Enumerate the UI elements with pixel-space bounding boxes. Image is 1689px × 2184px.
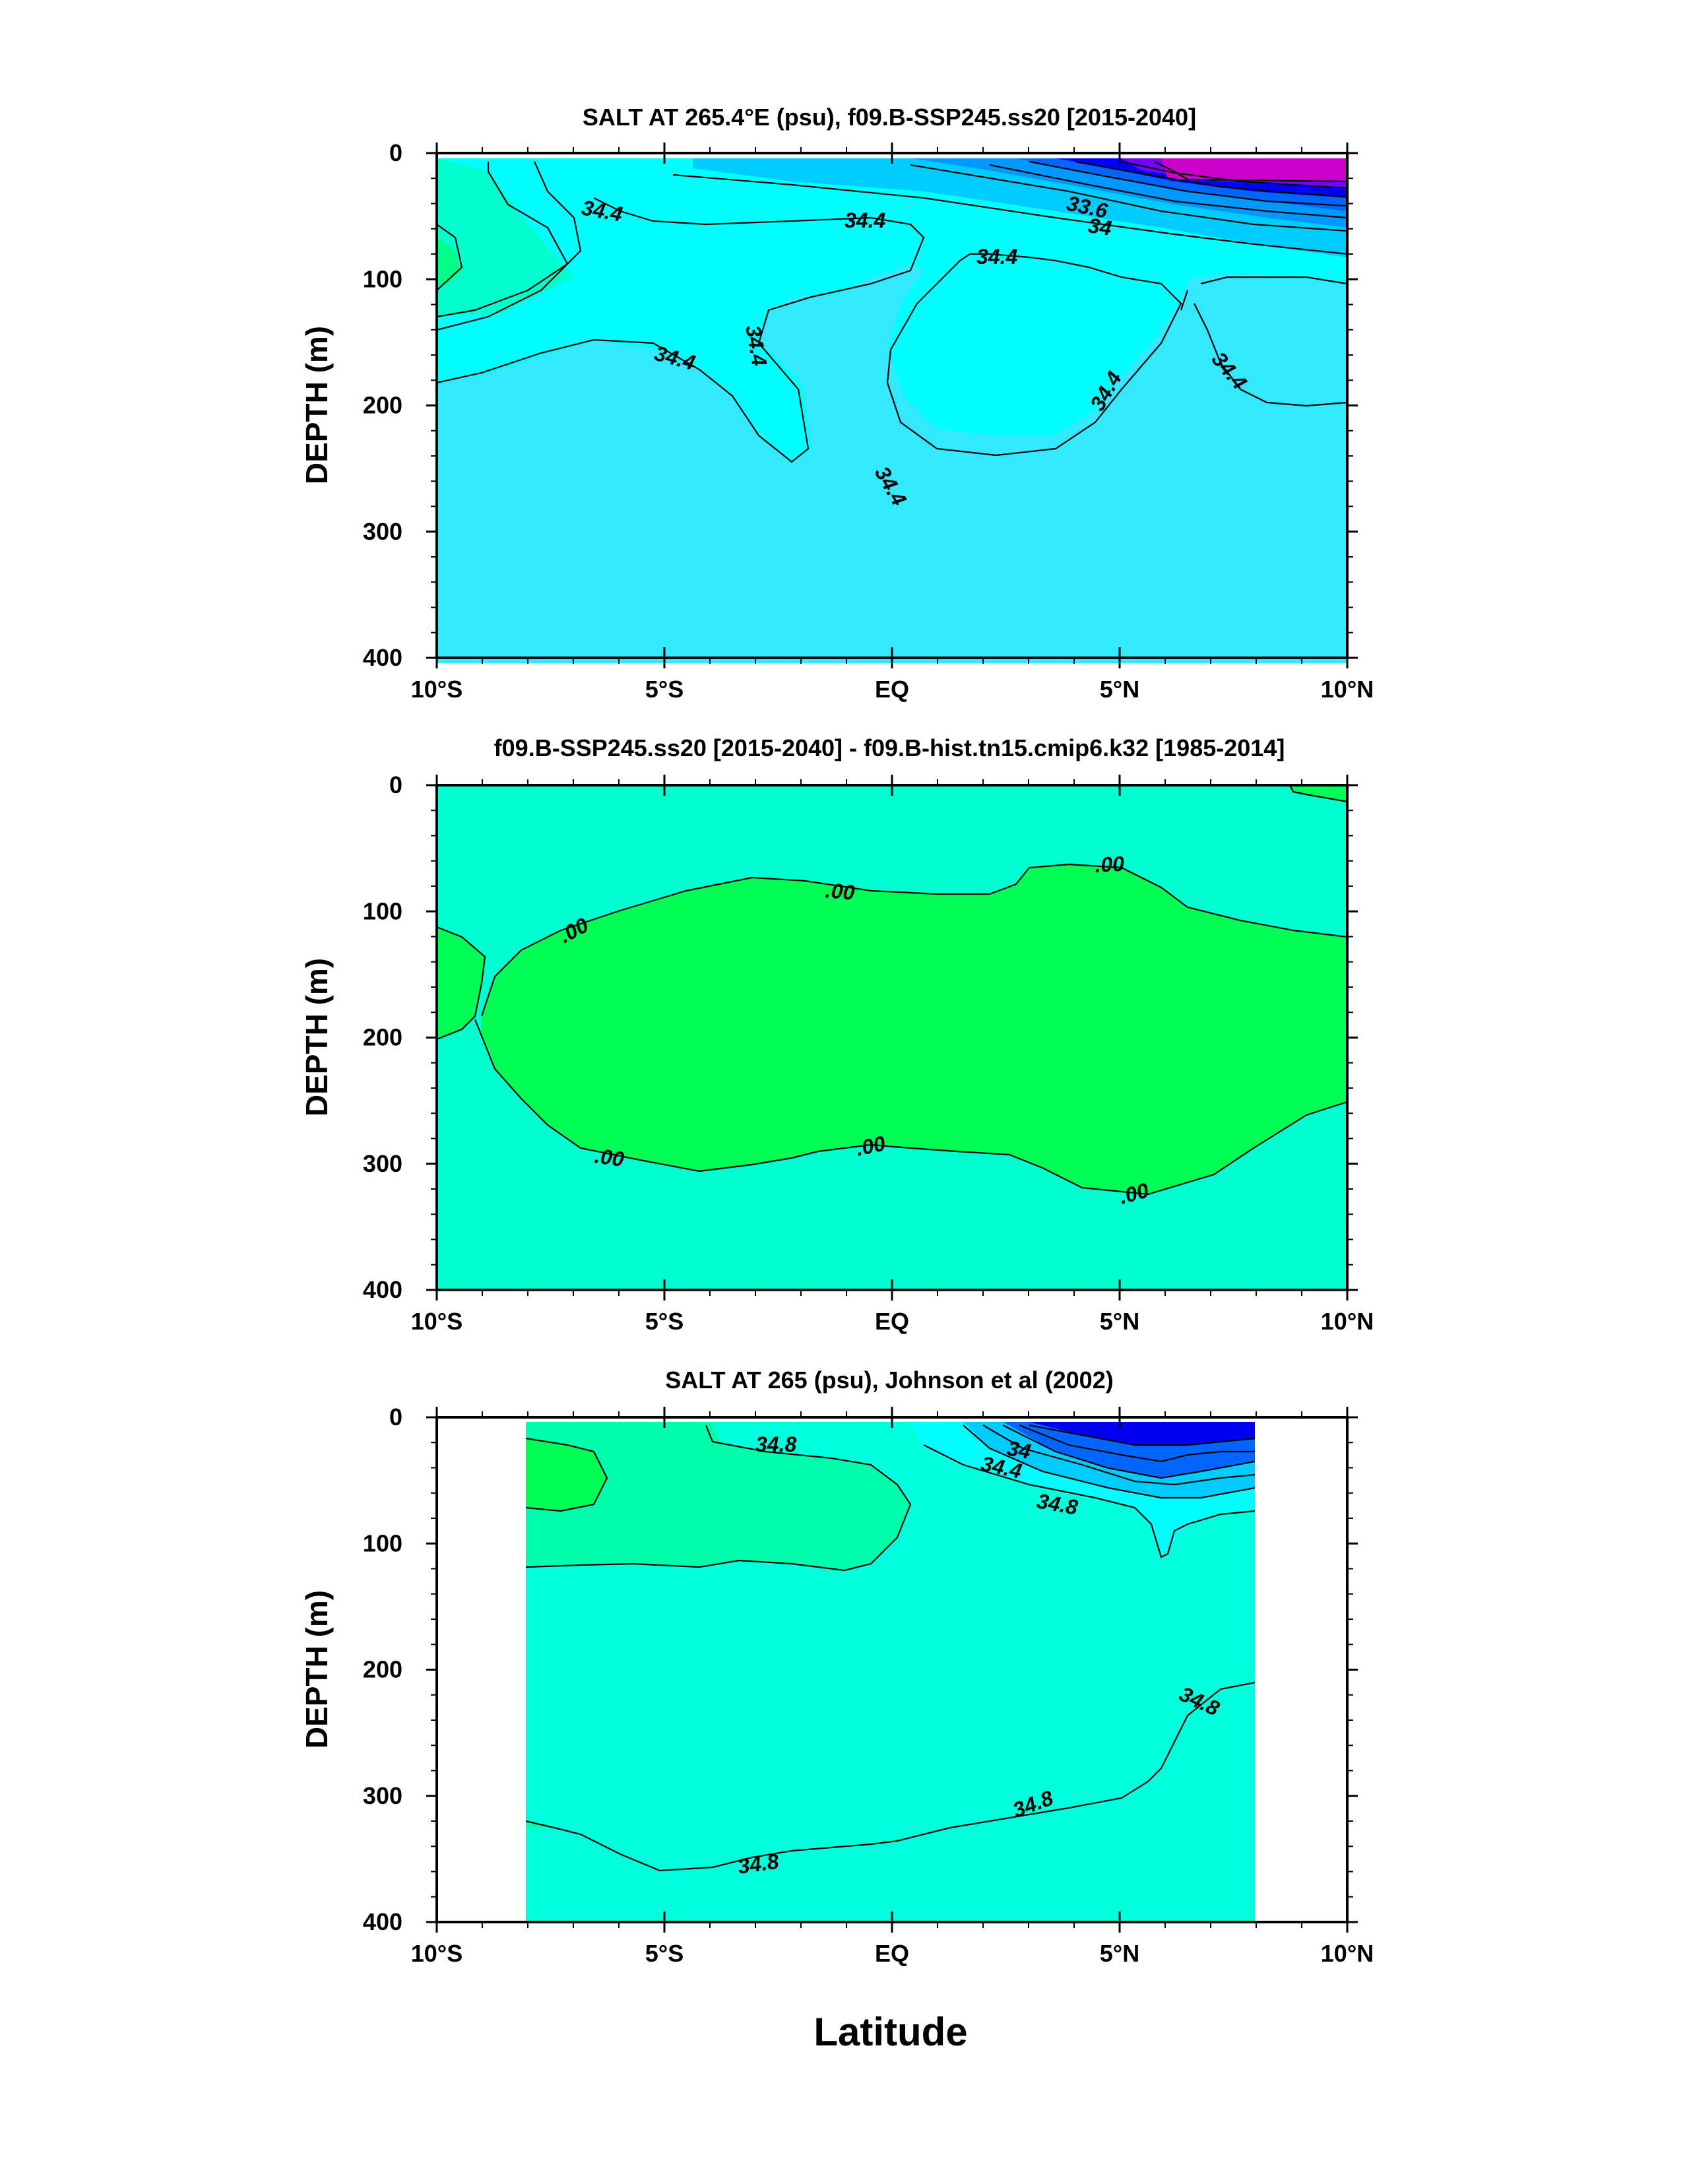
panel-2-y-axis-label: DEPTH (m) (300, 958, 334, 1116)
panel-1-title: SALT AT 265.4°E (psu), f09.B-SSP245.ss20… (583, 104, 1196, 131)
panel-1-contour-line (1075, 160, 1347, 198)
panel-3-contour-line (982, 1425, 1255, 1486)
panel-1-contour-label: 34.4 (844, 209, 885, 232)
panel-2-plot-area (437, 785, 1347, 1290)
x-tick-label: EQ (875, 1308, 909, 1335)
y-tick-label: 300 (363, 1150, 402, 1177)
panel-1-fill-left-tongue (437, 158, 574, 317)
panel-3-contour-line (1029, 1424, 1255, 1446)
panel-3-y-axis-label: DEPTH (m) (300, 1590, 334, 1749)
x-tick-label: 5°S (645, 1308, 684, 1335)
panel-1-contour-line (886, 253, 1182, 457)
panel-1-y-axis-label: DEPTH (m) (300, 326, 334, 484)
x-tick-label: EQ (875, 1940, 909, 1967)
y-tick-label: 200 (363, 392, 402, 419)
panel-1-contour-line (437, 197, 925, 463)
panel-1-contour-line (989, 164, 1347, 219)
panel-2-title: f09.B-SSP245.ss20 [2015-2040] - f09.B-hi… (494, 734, 1285, 761)
x-tick-label: 5°N (1100, 1308, 1139, 1335)
panel-2-contour-line (480, 863, 1347, 1017)
panel-1-contour-line (437, 161, 582, 331)
panel-1-contour-line (1194, 303, 1347, 407)
panel-1-plot-area (437, 158, 1347, 663)
panel-3-fill-upper-saline (526, 1422, 910, 1570)
y-tick-label: 100 (363, 1529, 402, 1557)
panel-2-contour-label: .00 (1094, 852, 1125, 877)
x-tick-label: 10°N (1321, 1940, 1374, 1967)
y-tick-label: 0 (389, 139, 402, 166)
x-tick-label: 10°N (1321, 676, 1374, 703)
x-tick-label: 5°S (645, 1940, 684, 1967)
panel-1-contour-line (1121, 160, 1347, 189)
panel-3-contour-label: 34.8 (755, 1432, 796, 1456)
y-tick-label: 100 (363, 265, 402, 292)
x-tick-label: 10°N (1321, 1308, 1374, 1335)
panel-2-contour-label: .00 (593, 1143, 625, 1171)
panel-2-fill-positive-region (482, 864, 1347, 1194)
panel-3-axes: 10°S 5°S EQ 5°N 10°N 0 100 200 300 400 (363, 1403, 1374, 1967)
panel-2-contour-label: .00 (824, 878, 856, 905)
panel-2: f09.B-SSP245.ss20 [2015-2040] - f09.B-hi… (300, 734, 1374, 1335)
panel-1-contour-line (437, 224, 463, 291)
panel-1-contour-line (1200, 276, 1347, 285)
panel-3-contour-line (923, 1444, 1255, 1558)
x-tick-label: 5°S (645, 676, 684, 703)
panel-3-fill-fresh-4 (1029, 1422, 1255, 1445)
panel-3-title: SALT AT 265 (psu), Johnson et al (2002) (665, 1366, 1113, 1394)
x-tick-label: 5°N (1100, 1940, 1139, 1967)
panel-3-fill-upper-core (526, 1438, 607, 1511)
panel-3-contour-line (963, 1425, 1255, 1499)
panel-3-contour-line (1019, 1424, 1255, 1463)
panel-2-contour-line (474, 1019, 1347, 1196)
y-tick-label: 400 (363, 1908, 402, 1935)
x-tick-label: 10°S (411, 1308, 462, 1335)
y-tick-label: 0 (389, 771, 402, 798)
panel-1-fill-shallow (437, 158, 1347, 462)
panel-1-contour-line (437, 162, 569, 318)
panel-1-contour-line (672, 174, 1347, 255)
panel-1-contour-label: 34 (1087, 213, 1113, 240)
y-tick-label: 200 (363, 1656, 402, 1683)
panel-1-contour-line (1029, 160, 1347, 207)
panel-3-contour-line (526, 1437, 608, 1512)
panel-2-fill-left-patch (437, 927, 485, 1039)
panel-2-fill-top-right-patch (1290, 785, 1347, 802)
panel-2-axes: 10°S 5°S EQ 5°N 10°N 0 100 200 300 400 (363, 771, 1374, 1335)
panel-3-plot-area (526, 1422, 1255, 1922)
y-tick-label: 300 (363, 1782, 402, 1809)
x-tick-label: 10°S (411, 1940, 462, 1967)
x-tick-label: 10°S (411, 676, 462, 703)
panel-1-contour-line (1154, 161, 1347, 183)
panel-3-contour-line (526, 1425, 912, 1572)
x-tick-label: 5°N (1100, 676, 1139, 703)
panel-1-axes: 10°S 5°S EQ 5°N 10°N 0 100 200 300 400 (363, 139, 1374, 703)
panel-2-contour-line (1289, 785, 1347, 803)
y-tick-label: 200 (363, 1024, 402, 1051)
panel-3-contour-label: 34 (1005, 1436, 1033, 1463)
panel-1-fill-fresh-6 (1161, 158, 1347, 181)
panel-3-contour-label: 34.8 (736, 1849, 781, 1879)
panel-3: SALT AT 265 (psu), Johnson et al (2002) (300, 1366, 1374, 2054)
panel-1-contour-line (1180, 290, 1189, 311)
panel-3-contour-line (526, 1681, 1255, 1872)
y-tick-label: 300 (363, 518, 402, 545)
x-axis-label: Latitude (813, 2010, 967, 2054)
y-tick-label: 400 (363, 1276, 402, 1303)
panel-3-fill-deep-fresher (526, 1683, 1255, 1917)
y-tick-label: 100 (363, 897, 402, 924)
panel-1: SALT AT 265.4°E (psu), f09.B-SSP245.ss20… (300, 104, 1374, 703)
panel-3-contour-line (1002, 1425, 1255, 1479)
panel-1-contour-label: 34.4 (976, 245, 1017, 269)
panel-2-contour-line (437, 926, 486, 1041)
y-tick-label: 0 (389, 1403, 402, 1430)
panel-1-contour-line (910, 164, 1347, 232)
y-tick-label: 400 (363, 644, 402, 671)
x-tick-label: EQ (875, 676, 909, 703)
